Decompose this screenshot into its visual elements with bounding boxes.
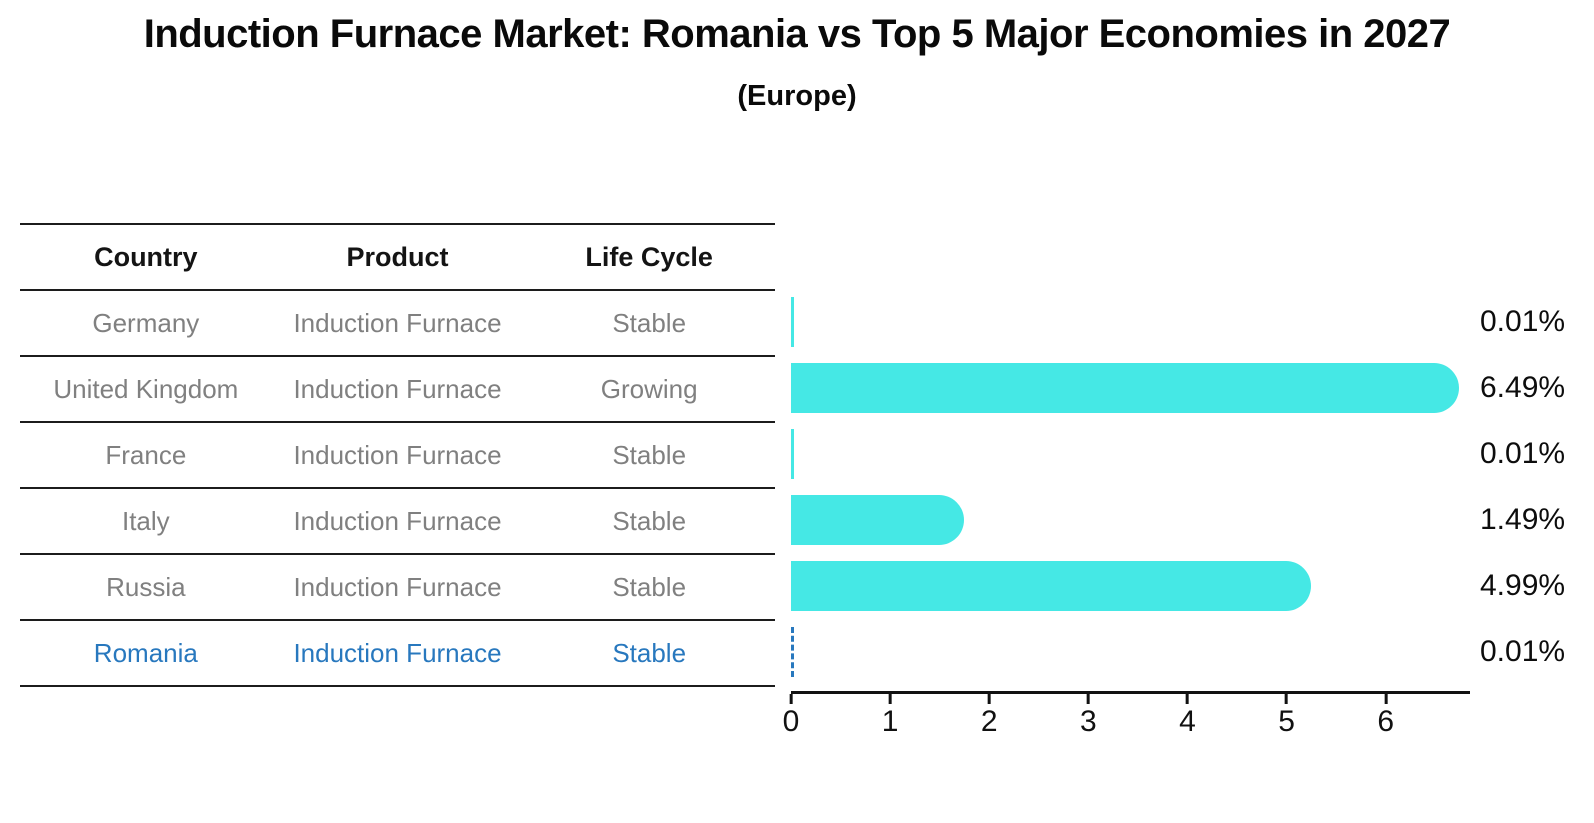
x-axis-tick-mark <box>1285 694 1289 704</box>
x-axis-tick-mark <box>987 694 991 704</box>
x-axis <box>791 691 1470 694</box>
cell-country: Germany <box>92 307 200 338</box>
table-header-country: Country <box>94 241 198 272</box>
x-axis-tick: 5 <box>1278 694 1295 737</box>
table-row-united-kingdom: United Kingdom Induction Furnace Growing <box>20 357 775 423</box>
cell-product: Induction Furnace <box>293 505 502 536</box>
x-axis-tick: 0 <box>782 694 800 738</box>
table-row-romania: Romania Induction Furnace Stable <box>20 621 775 687</box>
x-axis-tick-label: 1 <box>881 705 899 738</box>
bar-value-label-italy: 1.49% <box>1480 503 1566 536</box>
cell-life-cycle: Stable <box>612 439 687 470</box>
x-axis-tick-mark <box>1086 694 1090 704</box>
x-axis-tick: 2 <box>981 694 998 737</box>
x-axis-tick-mark <box>888 694 892 704</box>
table-header-product: Product <box>346 241 449 272</box>
bar-italy <box>791 495 964 545</box>
table-row-italy: Italy Induction Furnace Stable <box>20 489 775 555</box>
cell-country: Italy <box>121 505 170 536</box>
cell-product: Induction Furnace <box>293 571 502 602</box>
x-axis-tick-label: 6 <box>1377 705 1395 738</box>
cell-life-cycle: Stable <box>612 505 687 536</box>
bar-germany <box>791 297 794 347</box>
table-row-france: France Induction Furnace Stable <box>20 423 775 489</box>
bar-value-label-germany: 0.01% <box>1480 305 1566 338</box>
x-axis-tick-mark <box>1185 694 1189 704</box>
value-labels: 0.01% 6.49% 0.01% 1.49% 4.99% 0.01% <box>1480 289 1565 685</box>
cell-life-cycle: Stable <box>612 637 687 668</box>
cell-country: France <box>105 439 187 470</box>
cell-country: United Kingdom <box>53 373 239 404</box>
table-row-russia: Russia Induction Furnace Stable <box>20 555 775 621</box>
table-row-germany: Germany Induction Furnace Stable <box>20 291 775 357</box>
x-axis-tick-label: 5 <box>1278 705 1295 738</box>
x-axis-tick: 3 <box>1080 694 1097 737</box>
comparison-table: Country Product Life Cycle Germany Induc… <box>20 223 775 687</box>
page-title: Induction Furnace Market: Romania vs Top… <box>143 12 1451 56</box>
cell-life-cycle: Stable <box>612 307 687 338</box>
x-axis-tick-label: 2 <box>980 705 998 738</box>
cell-country: Russia <box>106 571 186 602</box>
x-axis-tick-label: 0 <box>782 705 800 738</box>
x-axis-tick-mark <box>1384 694 1388 704</box>
x-axis-tick-label: 4 <box>1179 705 1196 738</box>
x-axis-tick-mark <box>789 694 793 704</box>
chart-subtitle: (Europe) <box>737 80 857 112</box>
x-axis-tick: 6 <box>1377 694 1394 737</box>
table-header-row: Country Product Life Cycle <box>20 225 775 291</box>
cell-life-cycle: Stable <box>612 571 687 602</box>
bar-plot <box>791 289 1470 685</box>
table-header-life-cycle: Life Cycle <box>585 241 713 272</box>
bar-united-kingdom <box>791 363 1460 413</box>
cell-product: Induction Furnace <box>293 439 502 470</box>
cell-product: Induction Furnace <box>293 307 502 338</box>
bar-russia <box>791 561 1311 611</box>
bar-romania <box>791 627 794 677</box>
cell-country: Romania <box>93 637 198 668</box>
cell-product: Induction Furnace <box>293 373 502 404</box>
x-axis-tick: 4 <box>1179 694 1196 737</box>
bar-france <box>791 429 794 479</box>
cell-life-cycle: Growing <box>600 373 698 404</box>
x-axis-tick: 1 <box>881 694 899 738</box>
bar-value-label-united-kingdom: 6.49% <box>1480 371 1566 404</box>
x-axis-ticks: 0 1 2 3 4 5 6 <box>783 694 1470 744</box>
x-axis-tick-label: 3 <box>1080 705 1097 738</box>
bar-value-label-russia: 4.99% <box>1480 569 1566 602</box>
bar-value-label-france: 0.01% <box>1480 437 1566 470</box>
cell-product: Induction Furnace <box>293 637 502 668</box>
bar-value-label-romania: 0.01% <box>1480 635 1566 668</box>
